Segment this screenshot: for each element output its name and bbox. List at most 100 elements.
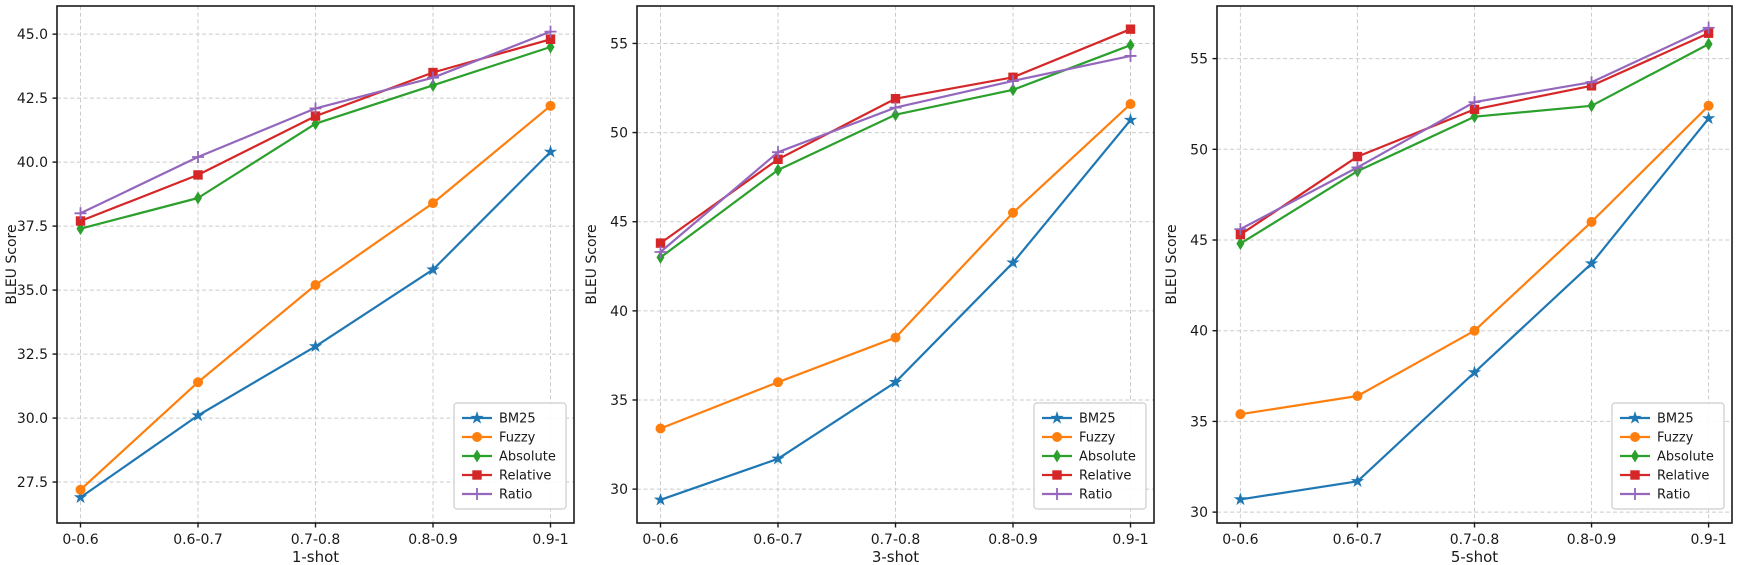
marker-bm25-3 bbox=[426, 262, 440, 276]
marker-absolute-4 bbox=[1704, 37, 1713, 51]
x-tick-label: 0.7-0.8 bbox=[291, 532, 341, 548]
legend-item-relative: Relative bbox=[462, 469, 551, 484]
x-tick-label: 0.9-1 bbox=[532, 532, 568, 548]
legend-label: BM25 bbox=[1079, 412, 1116, 427]
x-tick-label: 0.7-0.8 bbox=[871, 532, 921, 548]
marker-absolute-3 bbox=[1587, 99, 1596, 113]
y-tick-label: 35 bbox=[1190, 414, 1208, 430]
marker-ratio-1 bbox=[192, 151, 204, 164]
marker-bm25-1 bbox=[771, 451, 785, 465]
marker-bm25-2 bbox=[1467, 365, 1482, 379]
marker-absolute-3 bbox=[1009, 83, 1017, 97]
marker-bm25-4 bbox=[1123, 113, 1138, 126]
marker-relative-4 bbox=[1125, 24, 1136, 34]
marker-relative-1 bbox=[1352, 151, 1363, 162]
marker-bm25-4 bbox=[1701, 111, 1716, 125]
legend-label: Absolute bbox=[499, 450, 556, 465]
marker-fuzzy-4 bbox=[1703, 100, 1714, 111]
legend-item-ratio: Ratio bbox=[1042, 488, 1112, 503]
series-fuzzy bbox=[75, 100, 556, 495]
marker-ratio-2 bbox=[1468, 96, 1481, 109]
legend-marker-ratio bbox=[471, 488, 483, 500]
marker-fuzzy-0 bbox=[75, 484, 86, 495]
marker-ratio-3 bbox=[1585, 76, 1598, 89]
marker-bm25-3 bbox=[1584, 256, 1599, 270]
x-tick-label: 0-0.6 bbox=[642, 532, 678, 548]
y-tick-label: 35.0 bbox=[17, 283, 48, 299]
legend-label: Ratio bbox=[1079, 488, 1112, 503]
marker-relative-4 bbox=[545, 34, 556, 44]
marker-fuzzy-2 bbox=[890, 332, 901, 343]
marker-ratio-0 bbox=[1234, 223, 1247, 236]
x-tick-label: 0.6-0.7 bbox=[1333, 532, 1383, 548]
legend: BM25 Fuzzy Absolute Relative Ratio bbox=[1611, 402, 1725, 510]
legend-item-ratio: Ratio bbox=[1620, 488, 1690, 503]
x-tick-label: 0.8-0.9 bbox=[1567, 532, 1617, 548]
marker-fuzzy-3 bbox=[1008, 207, 1018, 218]
marker-ratio-2 bbox=[889, 101, 902, 114]
legend-marker-absolute bbox=[473, 449, 481, 463]
marker-bm25-4 bbox=[543, 144, 558, 158]
marker-ratio-0 bbox=[654, 246, 667, 259]
x-tick-label: 0.7-0.8 bbox=[1450, 532, 1500, 548]
series-bm25 bbox=[1233, 111, 1716, 506]
chart-panel-1-shot: 27.5 30.0 32.5 35.0 37.5 40.0 42.5 45.0 0-0.6 0.6… bbox=[0, 0, 580, 565]
marker-bm25-2 bbox=[308, 339, 323, 353]
marker-relative-0 bbox=[655, 238, 666, 248]
legend-item-absolute: Absolute bbox=[462, 449, 556, 465]
legend-marker-fuzzy bbox=[1630, 432, 1640, 442]
y-tick-label: 30 bbox=[1190, 505, 1208, 521]
legend-box bbox=[1611, 402, 1725, 510]
y-tick-label: 50 bbox=[610, 126, 628, 142]
y-tick-label: 45 bbox=[1190, 233, 1208, 249]
marker-bm25-0 bbox=[653, 492, 668, 506]
legend-item-fuzzy: Fuzzy bbox=[462, 431, 536, 446]
x-tick-label: 0.8-0.9 bbox=[408, 532, 458, 548]
marker-relative-1 bbox=[773, 154, 783, 165]
y-tick-label: 55 bbox=[1190, 52, 1208, 68]
marker-relative-1 bbox=[193, 170, 203, 180]
x-tick-label: 0-0.6 bbox=[62, 532, 98, 548]
x-tick-label: 0-0.6 bbox=[1222, 532, 1258, 548]
legend-item-fuzzy: Fuzzy bbox=[1620, 431, 1694, 446]
legend-marker-ratio bbox=[1629, 488, 1641, 500]
legend-marker-absolute bbox=[1631, 449, 1639, 463]
legend-marker-fuzzy bbox=[472, 432, 482, 442]
legend-label: Absolute bbox=[1079, 450, 1136, 465]
legend: BM25 Fuzzy Absolute Relative Ratio bbox=[453, 402, 567, 510]
series-ratio bbox=[654, 49, 1137, 259]
y-tick-label: 42.5 bbox=[17, 91, 48, 107]
y-tick-label: 50 bbox=[1190, 142, 1208, 158]
marker-relative-0 bbox=[75, 216, 86, 226]
marker-absolute-3 bbox=[429, 78, 437, 92]
legend-item-bm25: BM25 bbox=[1620, 411, 1694, 427]
marker-fuzzy-1 bbox=[773, 377, 783, 388]
marker-relative-2 bbox=[890, 94, 901, 104]
x-tick-label: 0.8-0.9 bbox=[988, 532, 1038, 548]
marker-fuzzy-2 bbox=[310, 279, 321, 290]
x-axis: 0-0.6 0.6-0.7 0.7-0.8 0.8-0.9 0.9-1 bbox=[642, 523, 1149, 548]
legend-item-ratio: Ratio bbox=[462, 488, 532, 503]
marker-absolute-0 bbox=[1236, 237, 1245, 251]
series-bm25 bbox=[653, 113, 1138, 506]
legend-label: BM25 bbox=[1657, 412, 1694, 427]
marker-ratio-3 bbox=[1007, 74, 1019, 87]
x-axis-title: 3-shot bbox=[872, 548, 919, 565]
marker-fuzzy-4 bbox=[545, 100, 556, 111]
legend-item-relative: Relative bbox=[1042, 469, 1131, 484]
legend-marker-bm25 bbox=[1050, 411, 1064, 424]
legend-box bbox=[1033, 402, 1147, 510]
marker-fuzzy-3 bbox=[1586, 216, 1597, 227]
chart-svg-1-shot: 27.5 30.0 32.5 35.0 37.5 40.0 42.5 45.0 0-0.6 0.6… bbox=[0, 0, 580, 565]
marker-absolute-1 bbox=[194, 191, 202, 205]
y-tick-label: 27.5 bbox=[17, 475, 48, 491]
x-axis: 0-0.6 0.6-0.7 0.7-0.8 0.8-0.9 0.9-1 bbox=[1222, 523, 1727, 548]
marker-absolute-1 bbox=[774, 163, 782, 177]
legend-label: Relative bbox=[499, 469, 551, 484]
legend-marker-fuzzy bbox=[1052, 432, 1062, 442]
legend-label: Fuzzy bbox=[1079, 431, 1116, 446]
marker-fuzzy-1 bbox=[193, 377, 203, 388]
x-tick-label: 0.9-1 bbox=[1690, 532, 1726, 548]
plot-grid bbox=[57, 6, 574, 523]
marker-fuzzy-3 bbox=[428, 198, 438, 209]
